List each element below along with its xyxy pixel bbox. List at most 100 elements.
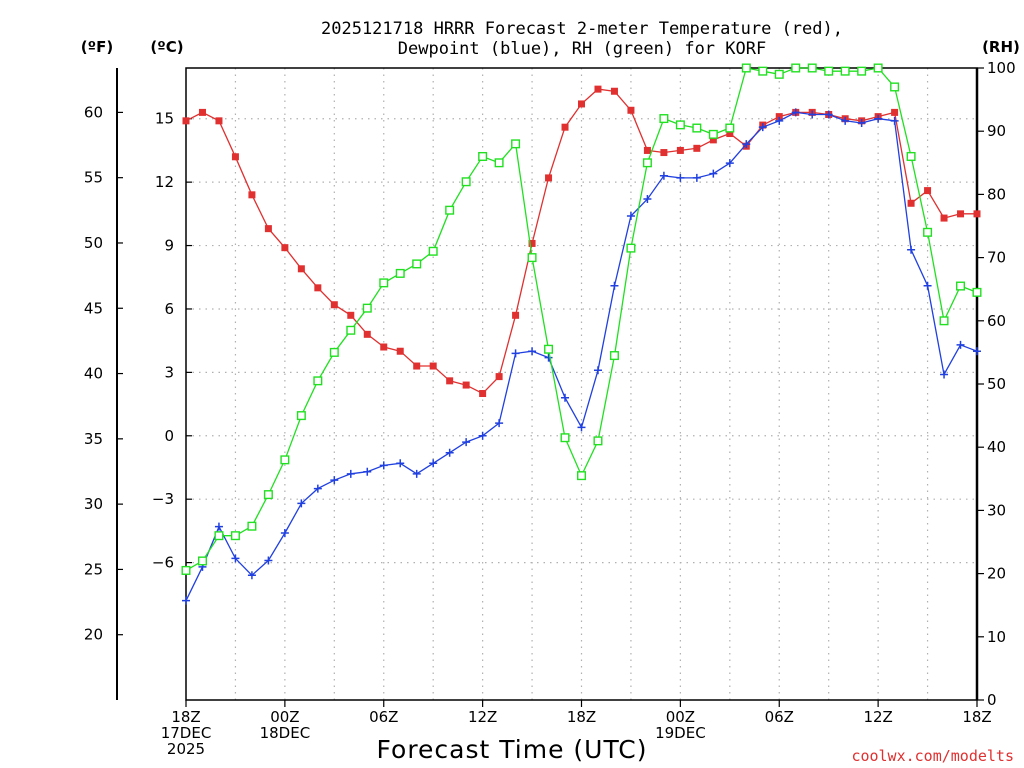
celsius-tick-label: 15 [155,110,174,128]
fahrenheit-tick-label: 35 [84,430,103,448]
celsius-unit-label: (ºC) [150,38,183,56]
gridlines [186,68,977,700]
data-point [726,130,734,138]
data-point [708,129,718,139]
data-point [907,245,916,254]
celsius-tick-label: −6 [152,554,174,572]
data-point [214,531,224,541]
celsius-tick-label: −3 [152,490,174,508]
data-point [709,169,718,178]
data-point [329,347,339,357]
data-point [593,366,602,375]
data-point [874,114,883,123]
rh-tick-label: 10 [987,628,1006,646]
data-point [346,469,355,478]
data-point [923,227,933,237]
data-point [182,117,190,125]
data-point [676,173,685,182]
data-point [429,459,438,468]
data-point [396,347,404,355]
data-point [280,529,289,538]
data-point [511,139,521,149]
data-point [610,87,618,95]
rh-tick-label: 40 [987,438,1006,456]
credit-link[interactable]: coolwx.com/modelts [851,747,1014,765]
chart-title-line2: Dewpoint (blue), RH (green) for KORF [398,39,766,59]
data-series [181,63,982,605]
data-point [940,214,948,222]
rh-unit-label: (RH) [982,38,1020,56]
data-point [973,347,981,356]
data-point [247,521,257,531]
data-point [626,243,636,253]
data-point [857,66,867,76]
data-point [215,117,223,125]
data-point [577,423,586,432]
data-point [313,484,322,493]
series-line [185,67,978,571]
data-point [956,281,966,291]
data-point [264,556,273,565]
data-point [363,330,371,338]
data-point [791,108,800,117]
fahrenheit-tick-label: 45 [84,299,103,317]
data-point [923,281,932,290]
data-point [561,123,569,131]
data-point [478,431,487,440]
data-point [528,347,537,356]
data-point [692,123,702,133]
data-point [461,177,471,187]
fahrenheit-tick-label: 25 [84,560,103,578]
data-point [940,370,949,379]
x-tick-label: 17DEC [161,724,212,742]
data-point [972,287,982,297]
data-point [774,69,784,79]
data-point [560,433,570,443]
data-point [709,136,717,144]
rh-tick-label: 50 [987,375,1006,393]
data-point [593,436,603,446]
data-point [890,82,900,92]
x-tick-label: 12Z [468,708,497,726]
data-point [396,459,405,468]
data-point [742,140,751,149]
data-point [512,311,520,319]
data-point [511,349,520,358]
data-point [362,303,372,313]
rh-tick-label: 0 [987,691,997,709]
data-point [527,253,537,263]
plot-frame [185,67,978,701]
data-point [642,158,652,168]
data-point [264,225,272,233]
data-point [445,205,455,215]
data-point [412,259,422,269]
data-point [495,373,503,381]
data-point [791,63,801,73]
x-axis-label: Forecast Time (UTC) [377,735,648,764]
data-point [297,499,306,508]
data-point [660,149,668,157]
data-point [545,174,553,182]
series-rh [181,63,982,575]
data-point [841,116,850,125]
x-tick-label: 00Z [666,708,695,726]
data-point [643,195,652,204]
data-point [775,113,783,121]
x-tick-label: 06Z [369,708,398,726]
data-point [462,381,470,389]
data-point [230,531,240,541]
data-point [544,353,553,362]
rh-tick-label: 30 [987,501,1006,519]
data-point [659,114,669,124]
data-point [263,490,273,500]
x-tick-label: 18Z [962,708,991,726]
data-point [231,554,240,563]
data-point [610,281,619,290]
data-point [956,340,965,349]
data-point [824,66,834,76]
x-tick-label: 06Z [765,708,794,726]
x-tick-label: 18Z [171,708,200,726]
data-point [413,362,421,370]
data-point [693,144,701,152]
data-point [643,146,651,154]
